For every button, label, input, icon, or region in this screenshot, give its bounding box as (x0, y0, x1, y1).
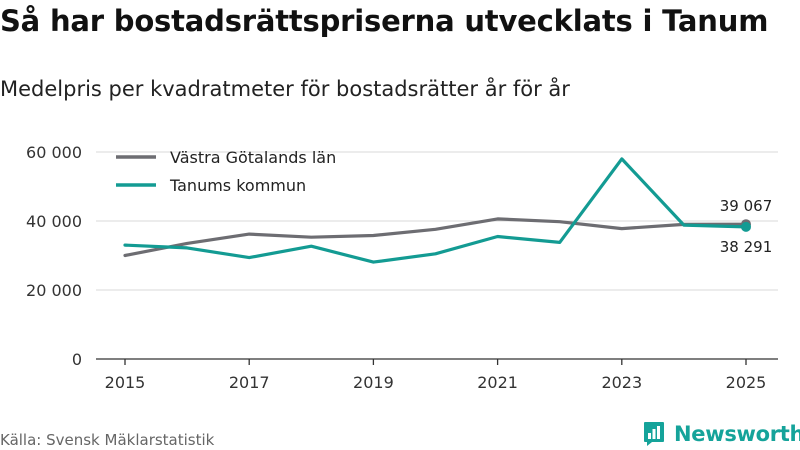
gridlines (96, 151, 778, 360)
series-line-1 (123, 157, 748, 264)
legend: Västra Götalands län Tanums kommun (116, 148, 336, 195)
y-tick-label: 20 000 (26, 281, 82, 300)
x-tick-label: 2019 (353, 373, 394, 392)
end-value-label: 39 067 (720, 197, 773, 215)
series-line-0 (123, 217, 748, 258)
newsworthy-logo-icon (644, 422, 664, 446)
x-tick-label: 2017 (229, 373, 270, 392)
y-axis-ticks: 0 20 000 40 000 60 000 (26, 143, 82, 369)
legend-label: Västra Götalands län (170, 148, 336, 167)
y-tick-label: 60 000 (26, 143, 82, 162)
y-tick-label: 40 000 (26, 212, 82, 231)
y-tick-label: 0 (72, 350, 82, 369)
series-lines (123, 157, 751, 264)
brand-logo: Newsworthy (643, 420, 800, 448)
source-note: Källa: Svensk Mäklarstatistik (0, 431, 215, 449)
chart-title: Så har bostadsrättspriserna utvecklats i… (0, 4, 769, 38)
chart-subtitle: Medelpris per kvadratmeter för bostadsrä… (0, 77, 570, 101)
series-end-dot-1 (741, 221, 751, 232)
end-value-label: 38 291 (720, 238, 773, 256)
legend-label: Tanums kommun (169, 176, 306, 195)
line-chart: 0 20 000 40 000 60 000 2015 2017 2019 2021 2023… (26, 143, 778, 392)
x-tick-label: 2025 (726, 373, 767, 392)
brand-name: Newsworthy (674, 422, 800, 446)
end-labels: 39 067 38 291 (720, 197, 773, 256)
x-axis-ticks: 2015 2017 2019 2021 2023 2025 (105, 359, 767, 392)
x-tick-label: 2023 (601, 373, 642, 392)
x-tick-label: 2021 (477, 373, 518, 392)
x-tick-label: 2015 (105, 373, 146, 392)
